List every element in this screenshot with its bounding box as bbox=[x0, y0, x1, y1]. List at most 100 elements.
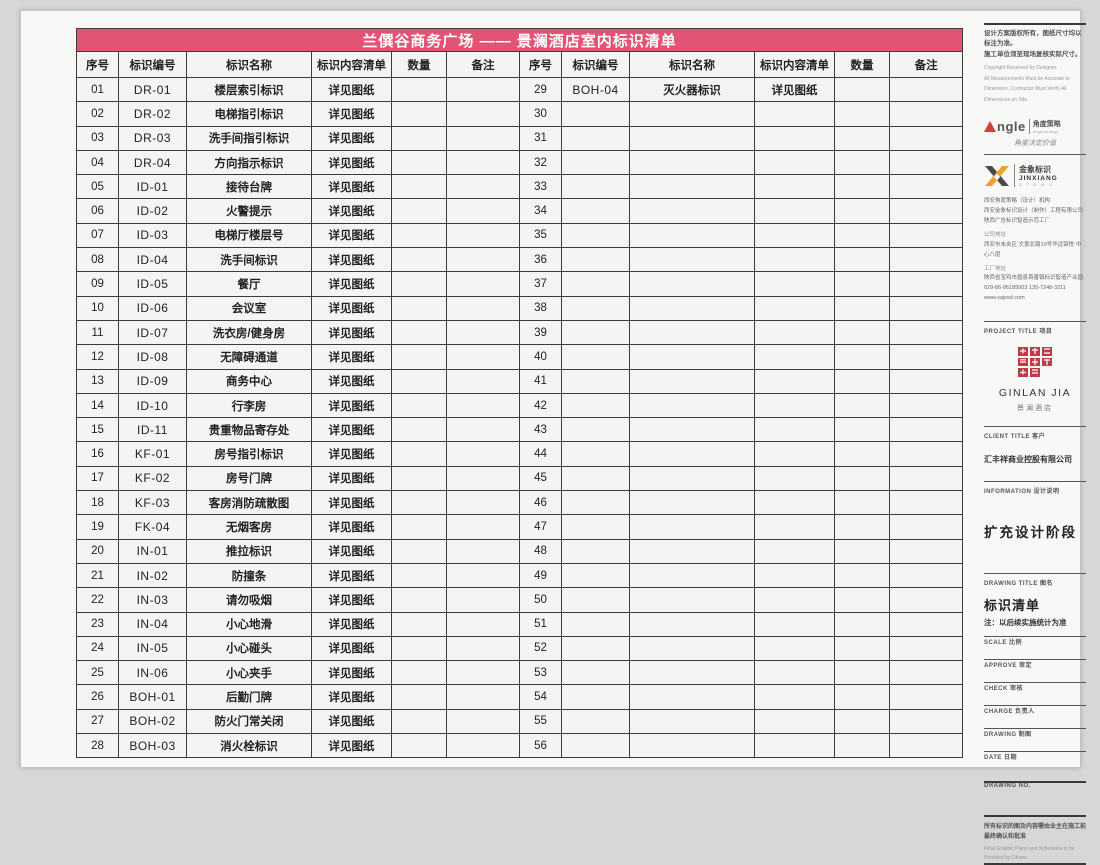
cell-code bbox=[561, 198, 630, 224]
cell-code: ID-08 bbox=[118, 344, 187, 370]
cell-code: IN-03 bbox=[118, 587, 187, 613]
copyright-note-en: Copyright Reserved by Designer. All Meas… bbox=[984, 65, 1070, 103]
table-row: 12 ID-08 无障碍通道 详见图纸 40 bbox=[76, 344, 964, 370]
cell-code bbox=[561, 392, 630, 419]
cell-code bbox=[561, 465, 630, 492]
field-date: DATE 日期 bbox=[984, 755, 1018, 762]
cell-code: ID-10 bbox=[118, 392, 187, 419]
col-header-name: 标识名称 bbox=[186, 51, 312, 78]
cell-content bbox=[754, 708, 835, 735]
cell-code: ID-03 bbox=[118, 222, 187, 249]
table-row: 06 ID-02 火警提示 详见图纸 34 bbox=[76, 198, 964, 224]
cell-no: 41 bbox=[519, 368, 562, 394]
cell-content: 详见图纸 bbox=[311, 611, 392, 637]
cell-no: 53 bbox=[519, 660, 562, 686]
cell-remark bbox=[446, 417, 520, 443]
table-row: 10 ID-06 会议室 详见图纸 38 bbox=[76, 295, 964, 321]
cell-code bbox=[561, 635, 630, 662]
cell-no: 32 bbox=[519, 149, 562, 176]
cell-name bbox=[629, 708, 755, 735]
cell-remark bbox=[446, 587, 520, 613]
divider bbox=[984, 636, 1086, 638]
cell-qty bbox=[391, 295, 447, 321]
table-row: 25 IN-06 小心夹手 详见图纸 53 bbox=[76, 660, 964, 686]
signage-table-wrap: 兰僎谷商务广场 —— 景澜酒店室内标识清单 序号 标识编号 标识名称 标识内容清… bbox=[75, 28, 964, 759]
cell-remark bbox=[888, 514, 964, 540]
cell-remark bbox=[888, 660, 964, 686]
cell-qty bbox=[834, 635, 890, 662]
cell-name: 餐厅 bbox=[186, 271, 312, 297]
cell-content bbox=[754, 635, 835, 662]
cell-code bbox=[561, 247, 630, 273]
cell-code bbox=[561, 660, 630, 686]
cell-content: 详见图纸 bbox=[311, 198, 392, 224]
cell-code: IN-02 bbox=[118, 562, 187, 589]
cell-qty bbox=[391, 562, 447, 589]
cell-remark bbox=[888, 344, 964, 370]
cell-code bbox=[561, 562, 630, 589]
cell-code: BOH-04 bbox=[561, 76, 630, 103]
cell-remark bbox=[888, 538, 964, 564]
table-row: 11 ID-07 洗衣房/健身房 详见图纸 39 bbox=[76, 319, 964, 346]
information-label: INFORMATION 设计说明 bbox=[984, 489, 1060, 496]
cell-no: 21 bbox=[76, 562, 119, 589]
cell-name bbox=[629, 660, 755, 686]
cell-content bbox=[754, 441, 835, 467]
cell-name bbox=[629, 514, 755, 540]
jinxiang-signs-logo: 金象标识 JINXIANG S I G N S bbox=[984, 164, 1086, 188]
cell-content: 详见图纸 bbox=[311, 465, 392, 492]
cell-content: 详见图纸 bbox=[311, 368, 392, 394]
cell-no: 29 bbox=[519, 76, 562, 103]
cell-qty bbox=[834, 562, 890, 589]
cell-no: 39 bbox=[519, 319, 562, 346]
cell-no: 50 bbox=[519, 587, 562, 613]
cell-remark bbox=[888, 271, 964, 297]
cell-content bbox=[754, 733, 835, 759]
cell-remark bbox=[446, 684, 520, 710]
cell-remark bbox=[888, 611, 964, 637]
cell-code bbox=[561, 514, 630, 540]
cell-qty bbox=[834, 490, 890, 516]
cell-code bbox=[561, 295, 630, 321]
cell-content bbox=[754, 198, 835, 224]
cell-qty bbox=[391, 490, 447, 516]
signage-table: 兰僎谷商务广场 —— 景澜酒店室内标识清单 序号 标识编号 标识名称 标识内容清… bbox=[75, 28, 964, 759]
angle-strategy-logo: ngle 角度策略 Angle strategy bbox=[984, 119, 1086, 135]
copyright-note-cn: 设计方案版权所有，图纸尺寸均以标注为准。 施工单位须至现场复核实际尺寸。 bbox=[984, 30, 1082, 58]
cell-code bbox=[561, 149, 630, 176]
cell-no: 42 bbox=[519, 392, 562, 419]
cell-remark bbox=[888, 101, 964, 127]
cell-no: 26 bbox=[76, 684, 119, 710]
cell-remark bbox=[446, 465, 520, 492]
cell-qty bbox=[391, 344, 447, 370]
cell-code bbox=[561, 174, 630, 200]
col-header-qty: 数量 bbox=[834, 51, 890, 78]
col-header-qty: 数量 bbox=[391, 51, 447, 78]
cell-remark bbox=[446, 76, 520, 103]
cell-code bbox=[561, 101, 630, 127]
field-drawing: DRAWING 制图 bbox=[984, 732, 1032, 739]
cell-code: ID-01 bbox=[118, 174, 187, 200]
cell-code: IN-01 bbox=[118, 538, 187, 564]
cell-name bbox=[629, 441, 755, 467]
cell-no: 06 bbox=[76, 198, 119, 224]
cell-qty bbox=[834, 611, 890, 637]
company-info: 西安角度策略（设计）机构 西安金象标识设计（制作）工程有限公司 陕西广告标识智造… bbox=[984, 198, 1084, 302]
divider bbox=[984, 751, 1086, 753]
cell-no: 52 bbox=[519, 635, 562, 662]
cell-name bbox=[629, 149, 755, 176]
cell-code: DR-04 bbox=[118, 149, 187, 176]
cell-qty bbox=[391, 587, 447, 613]
cell-qty bbox=[391, 76, 447, 103]
col-header-code: 标识编号 bbox=[118, 51, 187, 78]
cell-name bbox=[629, 392, 755, 419]
cell-remark bbox=[446, 490, 520, 516]
cell-code bbox=[561, 222, 630, 249]
cell-content bbox=[754, 392, 835, 419]
table-row: 23 IN-04 小心地滑 详见图纸 51 bbox=[76, 611, 964, 637]
cell-name: 行李房 bbox=[186, 392, 312, 419]
divider bbox=[984, 659, 1086, 661]
cell-code: ID-04 bbox=[118, 247, 187, 273]
divider bbox=[984, 321, 1086, 323]
cell-no: 55 bbox=[519, 708, 562, 735]
